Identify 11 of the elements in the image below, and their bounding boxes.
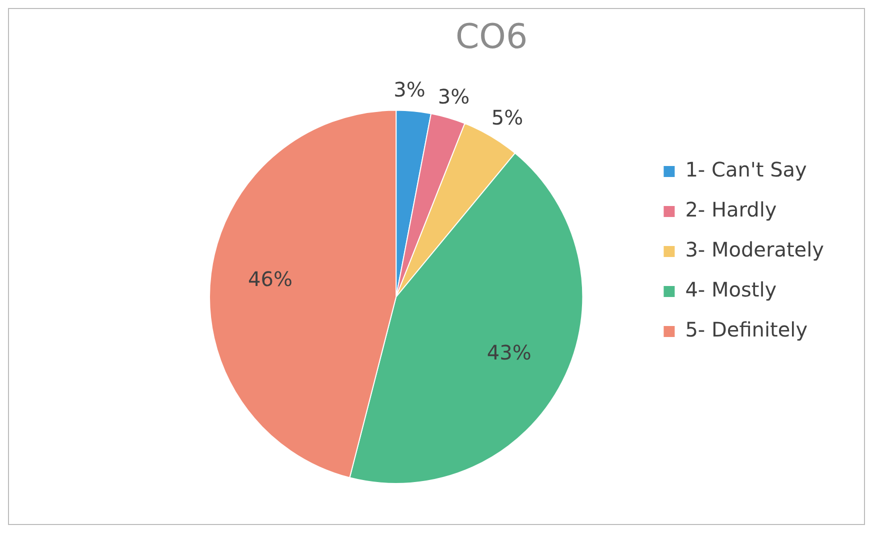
data-label: 3% [394, 77, 426, 102]
legend-label: 5- Definitely [685, 318, 808, 342]
legend-label: 1- Can't Say [685, 158, 808, 182]
chart-title: CO6 [455, 17, 528, 58]
legend-label: 4- Mostly [685, 278, 777, 302]
data-label: 5% [491, 105, 524, 130]
legend-label: 2- Hardly [685, 198, 777, 222]
legend-label: 3- Moderately [685, 238, 824, 262]
data-label: 43% [486, 340, 532, 365]
data-label: 3% [438, 84, 470, 109]
data-label: 46% [248, 267, 292, 292]
